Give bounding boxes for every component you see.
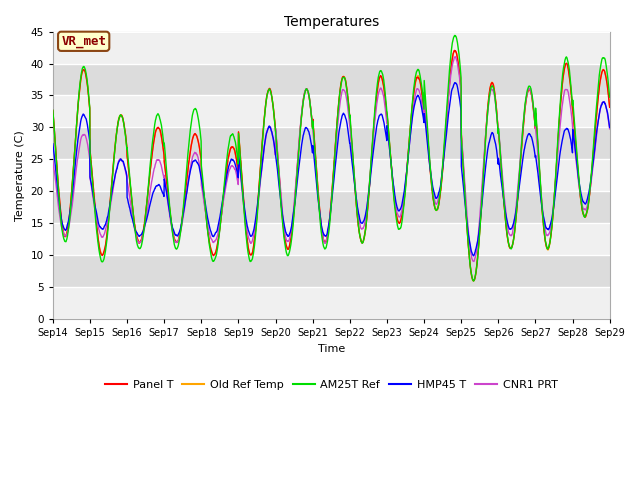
Bar (53, 63, 610, 96)
Bar (53, 96, 610, 127)
Bar (53, 32, 610, 63)
Legend: Panel T, Old Ref Temp, AM25T Ref, HMP45 T, CNR1 PRT: Panel T, Old Ref Temp, AM25T Ref, HMP45 … (100, 375, 562, 394)
Y-axis label: Temperature (C): Temperature (C) (15, 130, 25, 221)
X-axis label: Time: Time (317, 344, 345, 354)
Title: Temperatures: Temperatures (284, 15, 379, 29)
Bar (53, 159, 610, 192)
Bar (53, 127, 610, 159)
Bar (53, 192, 610, 223)
Text: VR_met: VR_met (61, 35, 106, 48)
Bar (53, 255, 610, 287)
Bar (53, 223, 610, 255)
Bar (53, 287, 610, 319)
